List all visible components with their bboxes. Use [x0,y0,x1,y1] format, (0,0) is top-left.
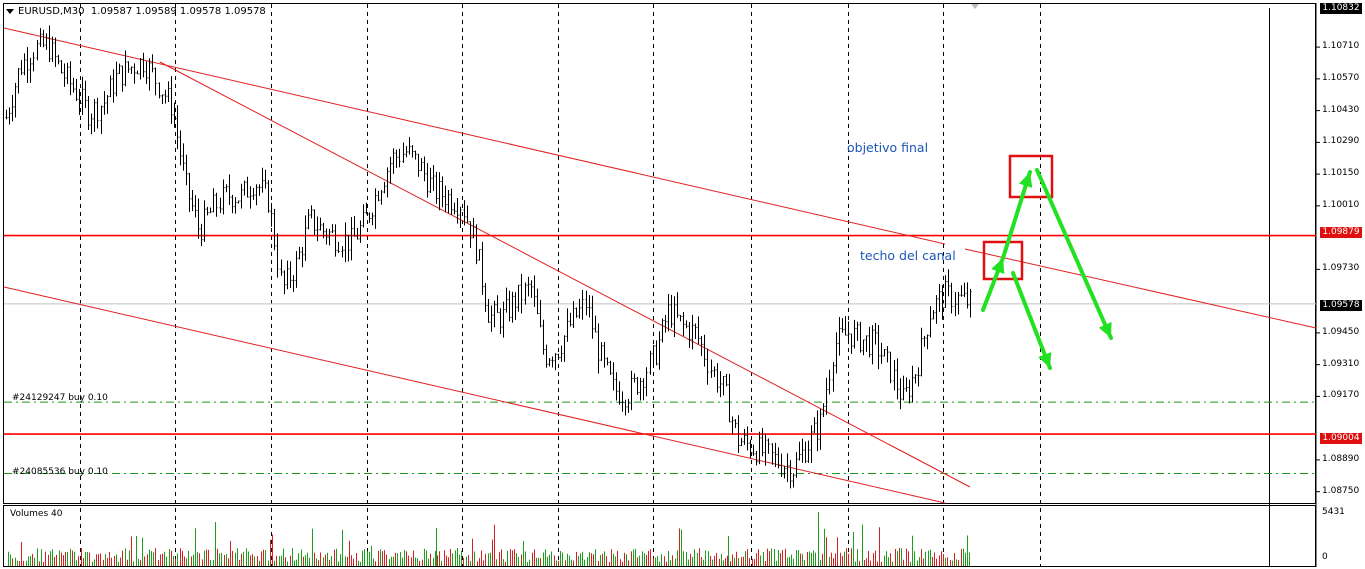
price-tick: 1.09730 [1322,263,1360,274]
channel-top-box [982,240,1024,281]
price-tick: 1.10150 [1322,168,1360,179]
price-badge-top: 1.10832 [1320,3,1362,14]
annotation-channel-top: techo del canal [860,248,956,263]
price-tick: 1.10570 [1322,72,1360,83]
drawings [981,154,1113,370]
order-label-2: #24085536 buy 0.10 [12,467,108,477]
shift-triangle [971,4,979,9]
chart-header: EURUSD,M30 1.09587 1.09589 1.09578 1.095… [6,6,266,17]
price-tick: 1.09310 [1322,358,1360,369]
main-panel-frame [3,3,1316,504]
trendline [3,286,946,504]
price-tick: 1.08750 [1322,485,1360,496]
price-tick: 1.09450 [1322,326,1360,337]
projection-arrow [1011,271,1052,370]
trendline [964,248,1317,329]
projection-arrow [1001,170,1032,260]
price-tick: 1.09170 [1322,390,1360,401]
horizontal-levels [4,46,1320,493]
price-badge-current: 1.09578 [1320,300,1362,311]
collapse-triangle-icon[interactable] [6,8,14,14]
volumes-label: Volumes 40 [10,509,63,519]
price-tick: 1.08890 [1322,453,1360,464]
volume-panel-frame [3,505,1316,567]
volume-zero-label: 0 [1322,552,1328,562]
arrow-head-icon [1098,322,1112,338]
annotation-target: objetivo final [847,140,929,155]
ohlc-values: 1.09587 1.09589 1.09578 1.09578 [90,6,266,17]
price-tick: 1.10710 [1322,41,1360,52]
projection-arrow [1035,168,1113,340]
price-tick: 1.10290 [1322,136,1360,147]
volume-bars [8,512,970,566]
arrow-head-icon [1038,352,1052,368]
target-box [1008,154,1054,199]
candles [5,25,972,489]
trendlines [3,27,1317,504]
vertical-grid [80,4,1041,567]
arrow-head-icon [991,258,1005,274]
price-tick: 1.10430 [1322,104,1360,115]
price-badge-level-upper: 1.09879 [1320,227,1362,238]
trendline [3,27,946,245]
arrow-head-icon [1019,172,1033,188]
trendline [159,61,971,488]
volume-max-label: 5431 [1322,507,1345,517]
symbol-timeframe: EURUSD,M30 [18,6,85,17]
price-badge-level-lower: 1.09004 [1320,433,1362,444]
order-label-1: #24129247 buy 0.10 [12,393,108,403]
price-tick: 1.10010 [1322,199,1360,210]
